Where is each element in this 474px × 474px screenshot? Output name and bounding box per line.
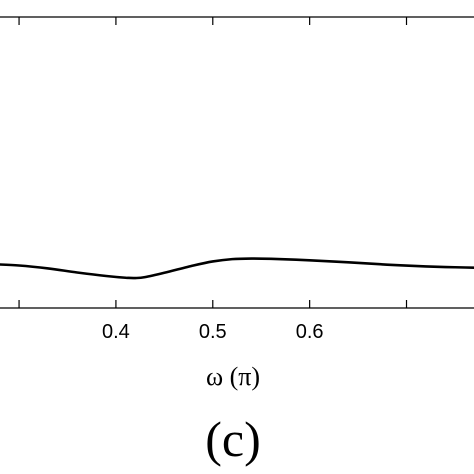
x-axis-label: ω (π) <box>206 362 260 391</box>
panel-label: (c) <box>205 411 261 467</box>
x-tick-label: 0.6 <box>296 321 324 343</box>
x-tick-label: 0.5 <box>199 321 227 343</box>
series-line <box>0 257 474 280</box>
plot-area: 0.4 0.5 0.6 <box>0 16 474 343</box>
x-tick-label: 0.4 <box>102 321 130 343</box>
